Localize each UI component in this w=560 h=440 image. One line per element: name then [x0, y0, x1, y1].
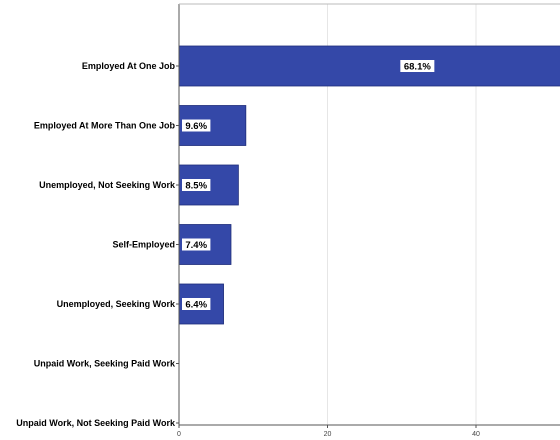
bar — [178, 45, 560, 87]
x-tick-label-40: 40 — [472, 431, 480, 438]
data-label-box — [400, 60, 435, 72]
data-label: 9.6% — [185, 121, 207, 132]
axes — [176, 3, 560, 428]
data-label: 68.1% — [404, 62, 431, 73]
data-label-box — [182, 119, 211, 132]
x-tick-label-20: 20 — [324, 431, 332, 438]
category-label: Unpaid Work, Seeking Paid Work — [34, 359, 176, 369]
data-label: 8.5% — [185, 181, 207, 192]
data-label-box — [182, 298, 211, 310]
category-label: Unpaid Work, Not Seeking Paid Work — [16, 418, 176, 428]
data-label-box — [182, 238, 211, 251]
category-labels: Employed At One Job Employed At More Than… — [16, 61, 176, 428]
x-tick-label-0: 0 — [177, 431, 181, 438]
x-tick-labels: 0204060 — [177, 431, 480, 438]
data-labels: 68.1% 9.6% 8.5% 7.4% 6.4% — [182, 60, 435, 311]
data-label: 7.4% — [185, 240, 207, 251]
category-label: Unemployed, Seeking Work — [57, 299, 176, 309]
data-label-box — [182, 179, 211, 191]
bars — [178, 45, 560, 325]
category-label: Unemployed, Not Seeking Work — [39, 180, 176, 190]
category-label: Self-Employed — [112, 240, 175, 250]
category-label: Employed At More Than One Job — [34, 121, 176, 131]
data-label: 6.4% — [185, 300, 207, 311]
category-label: Employed At One Job — [82, 61, 176, 71]
